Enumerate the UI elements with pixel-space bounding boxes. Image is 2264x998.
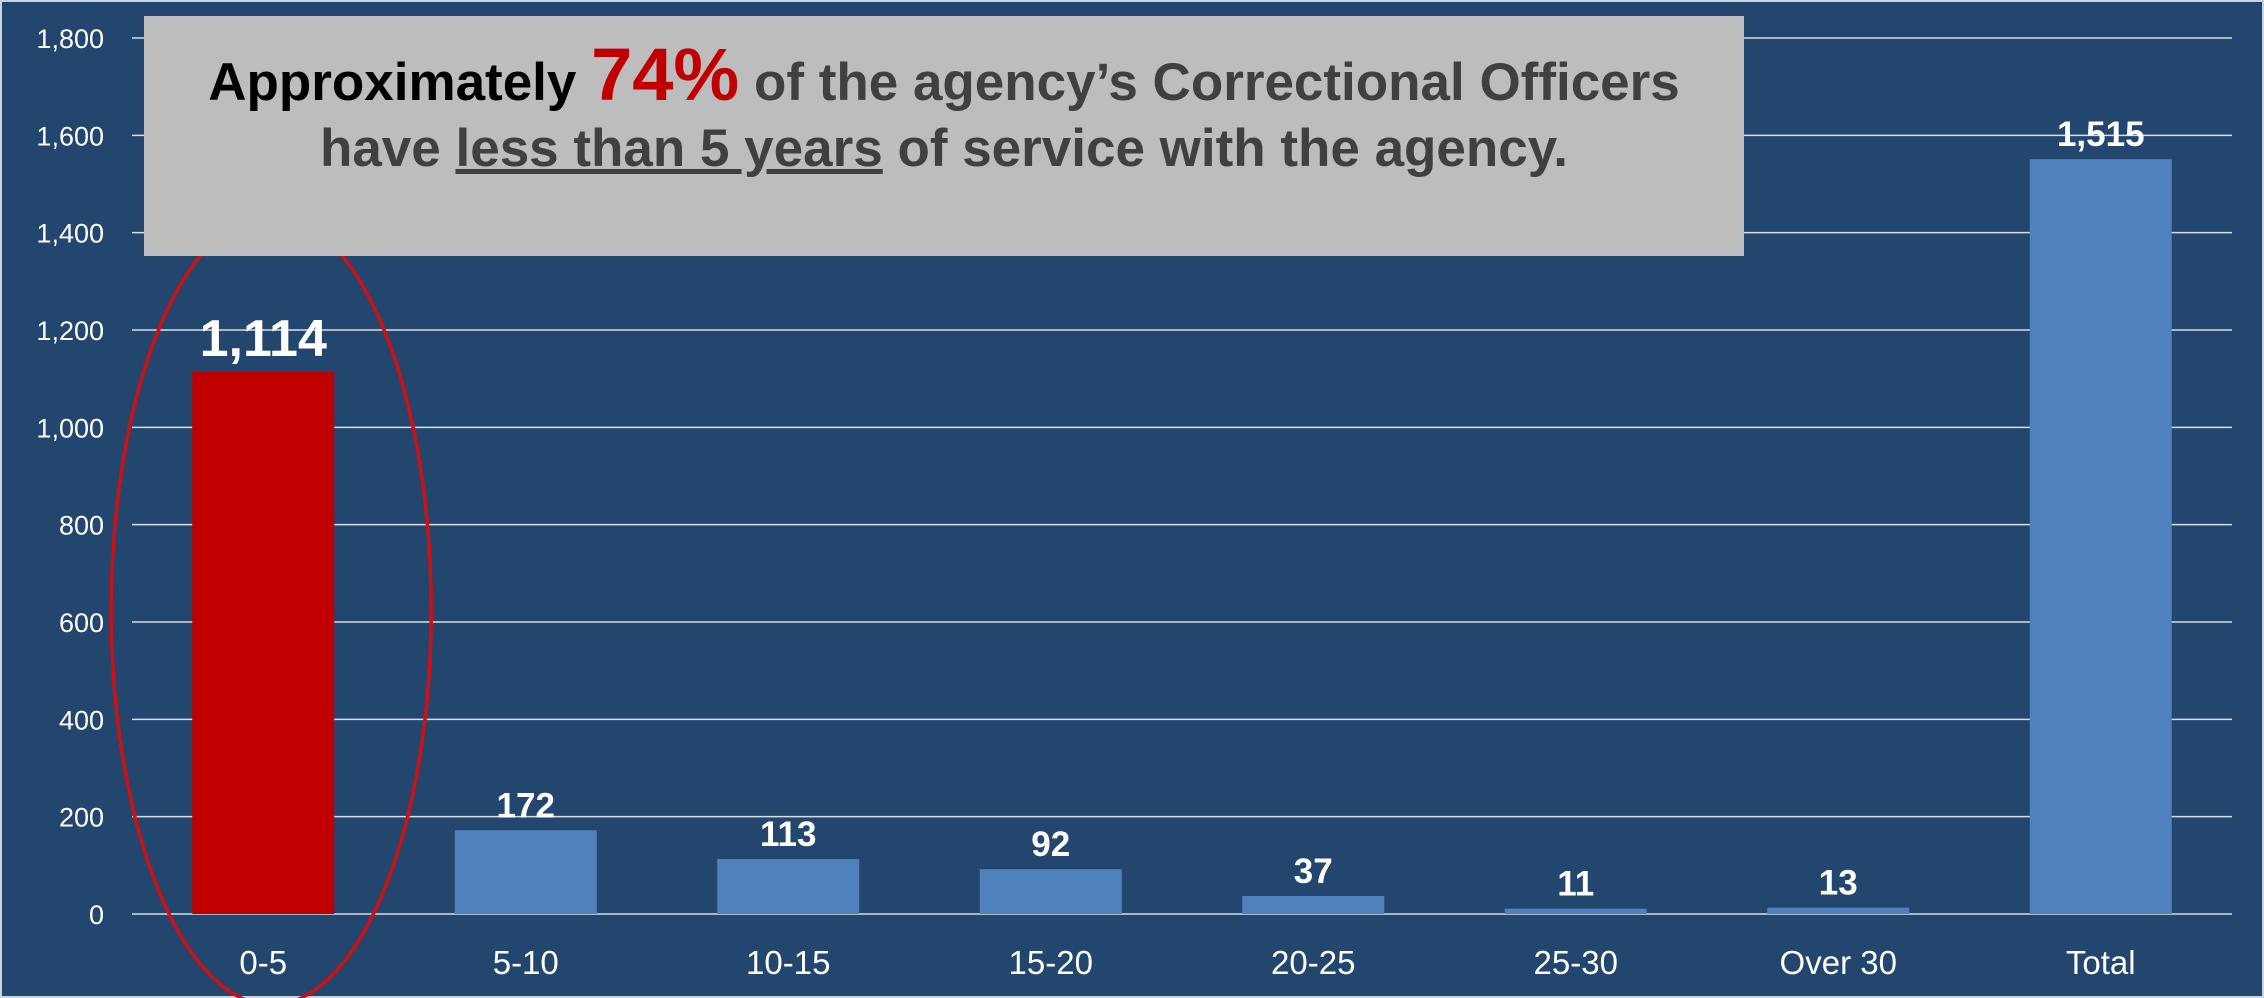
data-label: 1,515 — [2057, 115, 2145, 154]
data-labels: 1,114 172 113 92 37 11 13 1,515 — [200, 115, 2145, 903]
bar — [2029, 159, 2172, 914]
bar — [717, 859, 860, 914]
data-label: 13 — [1819, 864, 1858, 903]
bar — [1504, 908, 1647, 914]
bar — [454, 830, 597, 914]
bar — [1767, 907, 1910, 914]
y-tick-label: 800 — [59, 511, 104, 541]
x-category-label: Total — [2066, 944, 2136, 981]
x-category-label: Over 30 — [1780, 944, 1897, 981]
data-label: 172 — [497, 786, 555, 825]
bars — [192, 159, 2172, 914]
callout-text-b: of service with the agency. — [897, 119, 1569, 178]
callout-box: Approximately 74% of the agency’s Correc… — [144, 16, 1744, 256]
y-tick-label: 0 — [89, 900, 104, 930]
x-category-label: 5-10 — [493, 944, 559, 981]
x-category-label: 0-5 — [239, 944, 287, 981]
callout-lead: Approximately — [208, 53, 577, 112]
data-label: 113 — [760, 815, 816, 854]
data-label: 11 — [1557, 865, 1594, 904]
callout-percent: 74% — [591, 33, 740, 116]
y-tick-label: 1,400 — [36, 219, 104, 249]
y-tick-label: 1,800 — [36, 24, 104, 54]
y-tick-label: 400 — [59, 705, 104, 735]
x-axis-category-labels: 0-5 5-10 10-15 15-20 20-25 25-30 Over 30 Total — [239, 944, 2135, 981]
y-axis-tick-labels: 0 200 400 600 800 1,000 1,200 1,400 1,600 1,800 — [36, 24, 104, 930]
callout-text-a: of the agency’s Correctional Officers ha… — [319, 53, 1680, 178]
y-tick-label: 200 — [59, 803, 104, 833]
y-tick-label: 1,000 — [36, 413, 104, 443]
bar — [979, 869, 1122, 914]
x-category-label: 15-20 — [1009, 944, 1093, 981]
y-tick-label: 1,600 — [36, 121, 104, 151]
data-label: 37 — [1294, 852, 1333, 891]
x-category-label: 25-30 — [1534, 944, 1618, 981]
y-tick-label: 600 — [59, 608, 104, 638]
data-label: 1,114 — [200, 310, 327, 368]
bar — [1242, 895, 1385, 914]
bar — [192, 371, 335, 914]
data-label: 92 — [1031, 825, 1070, 864]
x-category-label: 20-25 — [1271, 944, 1355, 981]
y-tick-label: 1,200 — [36, 316, 104, 346]
callout-underlined-text: less than 5 years — [455, 119, 883, 178]
x-category-label: 10-15 — [746, 944, 830, 981]
